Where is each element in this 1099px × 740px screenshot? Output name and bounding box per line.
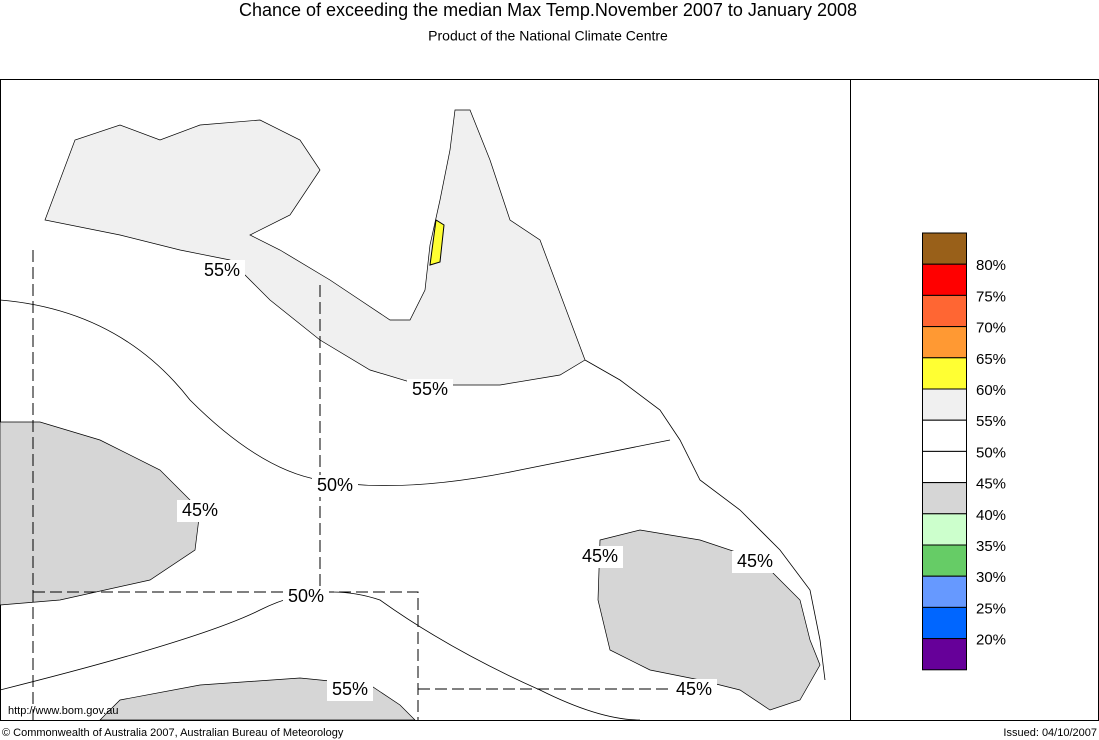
contour-label: 50% <box>288 586 324 606</box>
state-borders <box>32 250 680 720</box>
legend-label: 65% <box>976 351 1006 368</box>
legend-swatch <box>922 450 967 484</box>
contour-label: 55% <box>204 260 240 280</box>
contour-label: 45% <box>182 500 218 520</box>
legend-swatch <box>922 575 967 608</box>
legend-swatch <box>922 513 967 546</box>
legend-label: 70% <box>976 320 1006 337</box>
legend-swatch <box>922 357 967 390</box>
legend-swatch <box>922 482 967 515</box>
region-55 <box>44 109 586 386</box>
legend-label: 50% <box>976 444 1006 461</box>
title: Chance of exceeding the median Max Temp.… <box>239 0 857 20</box>
contour-label-bg <box>283 586 329 608</box>
contour-label: 45% <box>582 546 618 566</box>
legend-label: 20% <box>976 632 1006 649</box>
contour-label: 55% <box>332 679 368 699</box>
legend-label: 30% <box>976 569 1006 586</box>
legend-label: 80% <box>976 257 1006 274</box>
legend-label: 75% <box>976 288 1006 305</box>
legend-swatch <box>922 388 967 421</box>
contour-label: 45% <box>676 679 712 699</box>
contour-label: 55% <box>412 379 448 399</box>
contour-label-bg <box>199 260 245 282</box>
legend-label: 55% <box>976 413 1006 430</box>
contour-label-bg <box>177 500 223 522</box>
legend-label: 40% <box>976 507 1006 524</box>
legend-label: 35% <box>976 538 1006 555</box>
region-45-east <box>597 529 821 711</box>
legend-label: 25% <box>976 600 1006 617</box>
legend-swatch <box>922 263 967 296</box>
legend-swatch <box>922 606 967 640</box>
legend-swatch <box>922 419 967 452</box>
issued: Issued: 04/10/2007 <box>1003 727 1097 739</box>
legend-swatch <box>922 232 967 265</box>
contour-label-bg <box>671 679 717 701</box>
region-45-west <box>0 421 201 606</box>
contour-label-bg <box>577 546 623 568</box>
legend-swatch <box>922 294 967 328</box>
legend-swatch <box>922 544 967 577</box>
contour-label: 45% <box>737 551 773 571</box>
subtitle: Product of the National Climate Centre <box>428 28 668 44</box>
legend-label: 45% <box>976 476 1006 493</box>
copyright: © Commonwealth of Australia 2007, Austra… <box>2 727 344 739</box>
map <box>0 79 1099 721</box>
coastline <box>584 359 826 681</box>
legend-swatch <box>922 326 967 359</box>
contour-50-south <box>0 591 641 721</box>
url: http://www.bom.gov.au <box>8 705 118 717</box>
contour-label-bg <box>327 679 373 701</box>
legend-label: 60% <box>976 382 1006 399</box>
legend-swatch <box>922 638 967 671</box>
contour-label-bg <box>312 475 358 497</box>
contour-label-bg <box>732 551 778 573</box>
contour-label-bg <box>407 379 453 401</box>
contour-label: 50% <box>317 475 353 495</box>
region-60 <box>429 219 445 266</box>
